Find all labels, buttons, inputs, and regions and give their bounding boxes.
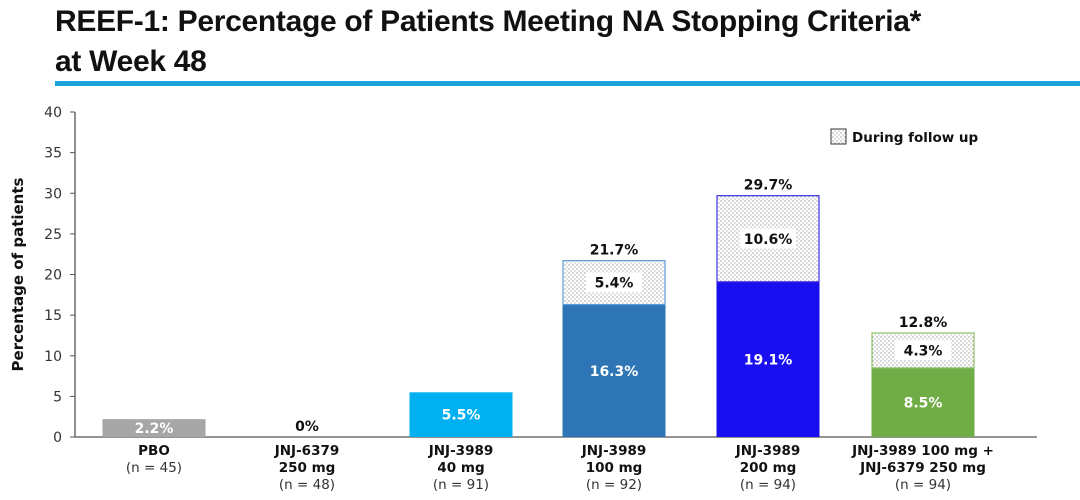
category-dose: JNJ-6379 250 mg bbox=[859, 460, 986, 476]
y-tick-label: 0 bbox=[53, 430, 62, 446]
data-label-week48: 19.1% bbox=[744, 352, 793, 368]
data-label-week48: 2.2% bbox=[135, 421, 174, 437]
data-label-total: 21.7% bbox=[590, 243, 639, 259]
category-n: (n = 94) bbox=[740, 477, 796, 493]
data-label-total: 12.8% bbox=[899, 315, 948, 331]
data-label-follow-up: 10.6% bbox=[744, 232, 793, 248]
category-n: (n = 48) bbox=[279, 477, 335, 493]
data-label-week48: 8.5% bbox=[904, 395, 943, 411]
data-label-bg bbox=[740, 228, 796, 249]
category-label: PBO bbox=[138, 443, 170, 459]
category-label: JNJ-3989 bbox=[428, 443, 494, 459]
data-label-follow-up: 5.4% bbox=[595, 276, 634, 292]
bar-week48 bbox=[409, 392, 513, 437]
category-n: (n = 92) bbox=[586, 477, 642, 493]
category-dose: 40 mg bbox=[437, 460, 484, 476]
title-line-1: REEF-1: Percentage of Patients Meeting N… bbox=[55, 5, 922, 38]
legend-label-follow-up: During follow up bbox=[852, 130, 979, 146]
data-label-week48: 5.5% bbox=[442, 408, 481, 424]
data-label-week48: 16.3% bbox=[590, 364, 639, 380]
y-tick-label: 5 bbox=[53, 389, 62, 405]
category-n: (n = 45) bbox=[126, 460, 182, 476]
category-label: JNJ-3989 bbox=[735, 443, 801, 459]
bar-week48 bbox=[562, 304, 666, 437]
y-tick-label: 35 bbox=[44, 146, 62, 162]
data-label-bg bbox=[586, 272, 642, 293]
y-tick-label: 25 bbox=[44, 227, 62, 243]
y-tick-label: 30 bbox=[44, 186, 62, 202]
category-label: JNJ-3989 bbox=[581, 443, 647, 459]
chart-title: REEF-1: Percentage of Patients Meeting N… bbox=[55, 2, 921, 82]
category-n: (n = 94) bbox=[895, 477, 951, 493]
y-tick-label: 15 bbox=[44, 308, 62, 324]
data-label-follow-up: 4.3% bbox=[904, 343, 943, 359]
title-line-2: at Week 48 bbox=[55, 45, 207, 78]
category-label: JNJ-3989 100 mg + bbox=[851, 443, 994, 459]
category-n: (n = 91) bbox=[433, 477, 489, 493]
bar-week48 bbox=[716, 281, 820, 437]
data-label-bg bbox=[895, 340, 951, 361]
y-tick-label: 40 bbox=[44, 105, 62, 121]
y-axis-title: Percentage of patients bbox=[9, 177, 27, 371]
data-label-total: 29.7% bbox=[744, 178, 793, 194]
data-label-total: 0% bbox=[295, 419, 319, 435]
category-label: JNJ-6379 bbox=[274, 443, 340, 459]
y-tick-label: 20 bbox=[44, 268, 62, 284]
category-dose: 200 mg bbox=[740, 460, 797, 476]
bar-week48 bbox=[871, 367, 975, 437]
y-tick-label: 10 bbox=[44, 349, 62, 365]
legend-swatch-follow-up bbox=[830, 128, 847, 145]
category-dose: 100 mg bbox=[586, 460, 643, 476]
bar-week48 bbox=[102, 419, 206, 437]
title-underline bbox=[55, 81, 1080, 86]
category-dose: 250 mg bbox=[279, 460, 336, 476]
